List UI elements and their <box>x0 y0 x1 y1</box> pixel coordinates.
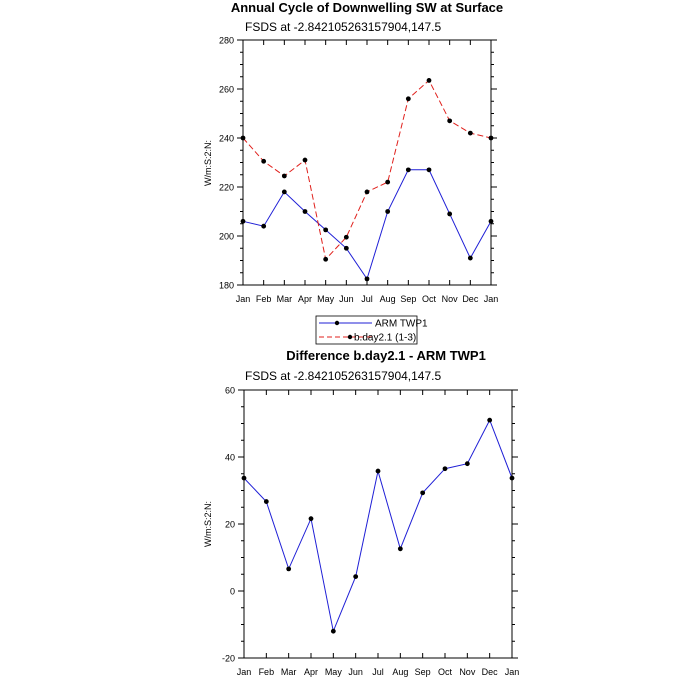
bottom-series-0-point <box>509 475 515 481</box>
bottom-series-0-point <box>330 628 336 634</box>
top-series-0-point <box>240 218 246 224</box>
bottom-chart-plot-frame <box>243 389 513 659</box>
bottom-series-0-point <box>442 466 448 472</box>
bottom-x-tick-label: Jan <box>505 667 520 677</box>
bottom-y-tick-label: 40 <box>225 453 235 463</box>
bottom-x-tick-label: Mar <box>281 667 297 677</box>
top-series-1-point <box>343 234 349 240</box>
top-series-0-point <box>302 209 308 214</box>
legend-marker-arm-twp1 <box>334 320 340 326</box>
bottom-x-tick-label: Oct <box>438 667 453 677</box>
bottom-x-tick-label: Jan <box>237 667 252 677</box>
bottom-chart-title: Difference b.day2.1 - ARM TWP1 <box>286 348 486 363</box>
bottom-series-0-point <box>286 566 292 572</box>
legend-label-b-day2-1: b.day2.1 (1-3) <box>354 333 416 344</box>
top-x-tick-label: Feb <box>256 294 272 304</box>
top-x-tick-label: Oct <box>422 294 437 304</box>
top-chart-title: Annual Cycle of Downwelling SW at Surfac… <box>231 0 503 15</box>
legend-box <box>315 315 418 345</box>
top-x-tick-label: Apr <box>298 294 312 304</box>
bottom-series-0-point <box>241 475 247 481</box>
top-series-0-line <box>242 169 492 281</box>
bottom-series-0-point <box>263 499 269 504</box>
top-x-tick-label: May <box>317 294 335 304</box>
bottom-x-tick-label: Sep <box>415 667 431 677</box>
bottom-series-0-line <box>243 418 513 633</box>
bottom-series-0-point <box>308 516 314 522</box>
top-series-1-point <box>323 256 329 262</box>
top-x-tick-label: Jun <box>339 294 354 304</box>
top-chart-subtitle: FSDS at -2.842105263157904,147.5 <box>245 20 441 34</box>
bottom-chart-panel: Difference b.day2.1 - ARM TWP1 FSDS at -… <box>203 348 519 677</box>
top-series-0-point <box>488 218 494 224</box>
top-series-0-point <box>467 255 473 261</box>
bottom-x-tick-label: Jun <box>348 667 363 677</box>
bottom-x-tick-label: Nov <box>459 667 476 677</box>
top-series-1-point <box>447 118 453 124</box>
bottom-y-tick-label: 0 <box>230 587 235 597</box>
top-series-0-point <box>405 167 411 173</box>
bottom-series-0-point <box>397 546 403 552</box>
top-series-1-point <box>405 96 411 102</box>
top-y-tick-label: 220 <box>219 183 234 193</box>
bottom-x-tick-label: May <box>325 667 343 677</box>
bottom-x-tick-label: Aug <box>392 667 408 677</box>
bottom-chart-subtitle: FSDS at -2.842105263157904,147.5 <box>245 369 441 383</box>
top-series-1-point <box>488 135 494 141</box>
bottom-x-tick-label: Feb <box>259 667 275 677</box>
top-series-0-point <box>323 227 329 233</box>
bottom-series-0-point <box>420 490 426 496</box>
top-chart-y-axis-label: W/m:S:2:N: <box>203 140 213 186</box>
legend-marker-b-day2-1 <box>347 334 353 340</box>
bottom-x-tick-label: Apr <box>304 667 318 677</box>
top-chart-legend: ARM TWP1 b.day2.1 (1-3) <box>315 315 428 345</box>
bottom-x-tick-label: Jul <box>372 667 384 677</box>
top-x-tick-label: Jul <box>361 294 373 304</box>
bottom-series-0-point <box>375 468 381 474</box>
top-series-0-point <box>343 245 349 251</box>
top-series-1-point <box>467 130 473 136</box>
top-x-tick-label: Dec <box>462 294 479 304</box>
top-series-0-point <box>364 276 370 282</box>
top-series-1-point <box>302 157 308 163</box>
bottom-series-0-point <box>487 417 493 423</box>
bottom-y-tick-label: 20 <box>225 520 235 530</box>
top-series-0-point <box>261 223 267 229</box>
top-x-tick-label: Mar <box>277 294 293 304</box>
top-series-0-point <box>426 167 432 173</box>
top-series-0-point <box>385 209 391 214</box>
bottom-series-0-point <box>464 461 470 467</box>
top-y-tick-label: 180 <box>219 281 234 291</box>
top-series-1-line <box>242 79 492 261</box>
top-x-tick-label: Aug <box>380 294 396 304</box>
top-y-tick-label: 260 <box>219 85 234 95</box>
bottom-x-tick-label: Dec <box>482 667 499 677</box>
legend-label-arm-twp1: ARM TWP1 <box>375 319 428 330</box>
top-series-0-point <box>447 211 453 217</box>
top-y-tick-label: 200 <box>219 232 234 242</box>
bottom-series-0-point <box>353 574 359 579</box>
top-series-1-point <box>281 173 287 179</box>
bottom-y-tick-label: -20 <box>222 654 235 664</box>
top-series-1-point <box>261 158 267 164</box>
top-x-tick-label: Nov <box>442 294 459 304</box>
top-y-tick-label: 240 <box>219 134 234 144</box>
top-x-tick-label: Jan <box>236 294 251 304</box>
top-chart-marks: Jan Feb Mar Apr May Jun Jul Aug Sep Oct Nov Dec Jan1… <box>219 36 498 305</box>
top-series-1-point <box>385 179 391 185</box>
top-x-tick-label: Sep <box>400 294 416 304</box>
bottom-y-tick-label: 60 <box>225 386 235 396</box>
top-series-1-point <box>240 135 246 141</box>
top-chart-plot-frame <box>242 39 492 286</box>
top-series-1-point <box>426 78 432 83</box>
bottom-chart-y-axis-label: W/m:S:2:N: <box>203 501 213 547</box>
top-series-0-point <box>281 189 287 195</box>
top-series-1-point <box>364 189 370 195</box>
bottom-chart-marks: Jan Feb Mar Apr May Jun Jul Aug Sep Oct Nov Dec Jan-… <box>222 386 519 678</box>
top-y-tick-label: 280 <box>219 36 234 46</box>
top-x-tick-label: Jan <box>484 294 499 304</box>
top-chart-panel: Annual Cycle of Downwelling SW at Surfac… <box>203 0 503 304</box>
